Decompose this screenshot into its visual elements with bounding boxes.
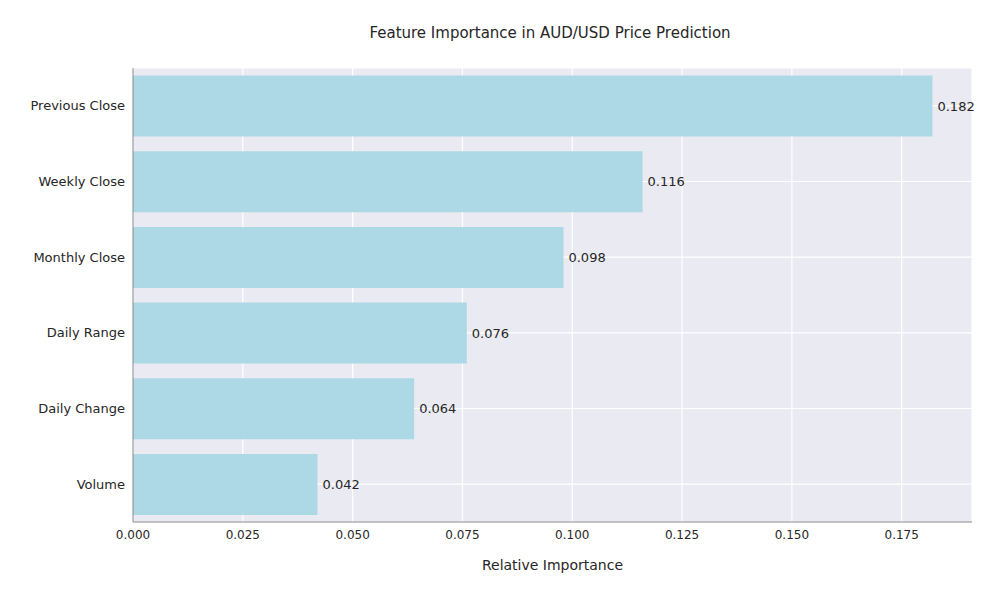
svg-text:0.076: 0.076 [472,326,509,341]
svg-text:0.050: 0.050 [335,528,369,542]
svg-text:Monthly Close: Monthly Close [33,250,125,265]
svg-text:0.075: 0.075 [445,528,479,542]
svg-text:0.000: 0.000 [116,528,150,542]
svg-text:0.182: 0.182 [937,99,974,114]
svg-text:0.100: 0.100 [555,528,589,542]
svg-text:Relative Importance: Relative Importance [482,557,623,573]
svg-text:0.116: 0.116 [648,174,685,189]
svg-text:0.042: 0.042 [322,477,359,492]
svg-text:Previous Close: Previous Close [31,98,126,113]
svg-text:Volume: Volume [77,477,125,492]
svg-text:0.064: 0.064 [419,401,456,416]
svg-text:0.025: 0.025 [226,528,260,542]
svg-text:Weekly Close: Weekly Close [39,174,125,189]
svg-text:0.175: 0.175 [885,528,919,542]
svg-text:Daily Range: Daily Range [47,325,125,340]
svg-text:Daily Change: Daily Change [38,401,125,416]
svg-text:0.098: 0.098 [568,250,605,265]
svg-text:0.150: 0.150 [775,528,809,542]
html-text:Feature Importance in AUD/USD: Feature Importance in AUD/USD Price Pred… [369,24,731,42]
svg-text:0.125: 0.125 [665,528,699,542]
